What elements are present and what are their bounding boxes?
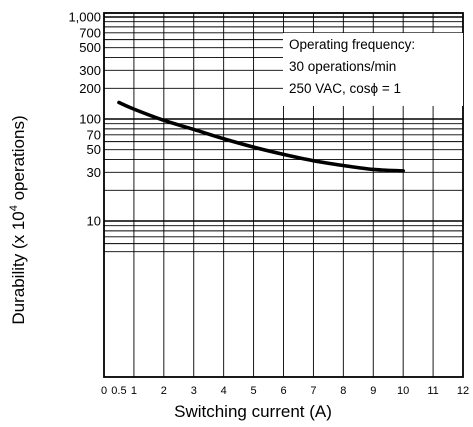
- x-tick-label: 2: [161, 385, 167, 397]
- series-layer: [117, 100, 405, 173]
- operating-conditions-annotation: Operating frequency: 30 operations/min 250…: [283, 33, 463, 106]
- x-tick-label: 0: [101, 385, 107, 397]
- x-tick-label: 11: [427, 385, 438, 397]
- y-tick-label: 70: [87, 127, 101, 142]
- plot-frame: [103, 12, 464, 378]
- x-tick-labels: 0 0.5 1 2 3 4 5 6 7 8 9 10 11 12: [101, 385, 469, 397]
- x-tick-label: 0.5: [111, 385, 126, 397]
- durability-curve: [117, 100, 405, 173]
- y-tick-label: 700: [79, 25, 101, 40]
- annotation-line: Operating frequency:: [289, 37, 415, 52]
- y-axis-label-main: Durability (x 10: [9, 211, 28, 324]
- x-tick-label: 1: [131, 385, 137, 397]
- annotation-line: 30 operations/min: [289, 59, 396, 74]
- y-tick-label: 30: [87, 165, 101, 180]
- y-tick-label: 200: [79, 81, 101, 96]
- annotation-line: 250 VAC, cosϕ = 1: [289, 81, 401, 96]
- y-axis-label: Durability (x 104 operations): [8, 115, 28, 324]
- x-tick-label: 8: [340, 385, 346, 397]
- y-tick-label: 500: [79, 40, 101, 55]
- annotation-background: [283, 33, 463, 106]
- y-tick-label: 100: [79, 112, 101, 127]
- y-tick-label: 50: [87, 142, 101, 157]
- y-tick-label: 1,000: [68, 10, 101, 25]
- plot-border: [103, 12, 464, 378]
- x-tick-label: 3: [191, 385, 197, 397]
- y-tick-label: 10: [87, 214, 101, 229]
- x-tick-label: 9: [370, 385, 376, 397]
- x-tick-label: 6: [280, 385, 286, 397]
- y-axis-label-suffix: operations): [9, 115, 28, 205]
- x-axis-label: Switching current (A): [174, 402, 332, 421]
- x-tick-label: 5: [251, 385, 257, 397]
- x-tick-label: 4: [221, 385, 227, 397]
- x-tick-label: 10: [397, 385, 409, 397]
- y-tick-label: 300: [79, 63, 101, 78]
- x-tick-label: 7: [310, 385, 316, 397]
- y-axis-label-exponent: 4: [8, 205, 20, 211]
- x-tick-label: 12: [457, 385, 469, 397]
